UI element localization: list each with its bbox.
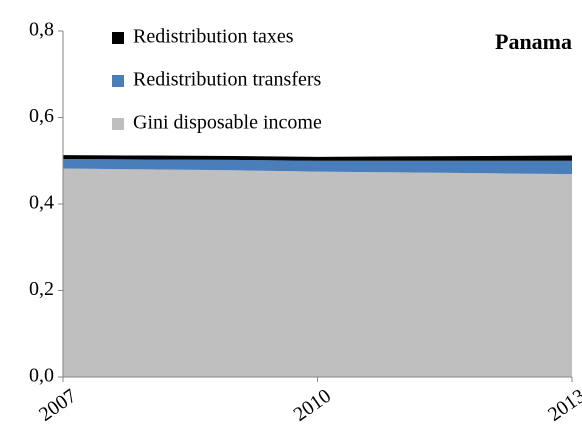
area (63, 159, 572, 175)
y-tick-label: 0,2 (29, 278, 54, 300)
legend-label: Redistribution transfers (133, 69, 322, 91)
area (63, 168, 572, 377)
x-tick-label: 2013 (544, 385, 582, 426)
legend-swatch (112, 75, 124, 87)
legend-swatch (112, 32, 124, 44)
legend-label: Gini disposable income (133, 112, 322, 134)
y-tick-label: 0,8 (29, 19, 54, 41)
y-tick-label: 0,6 (29, 105, 54, 127)
y-tick-label: 0,0 (29, 365, 54, 387)
x-tick-label: 2007 (35, 385, 80, 426)
legend-swatch (112, 118, 124, 130)
y-tick-label: 0,4 (29, 192, 54, 214)
legend-label: Redistribution taxes (133, 26, 294, 48)
x-tick-label: 2010 (290, 385, 335, 426)
chart-title: Panama (495, 29, 572, 54)
area (63, 155, 572, 161)
